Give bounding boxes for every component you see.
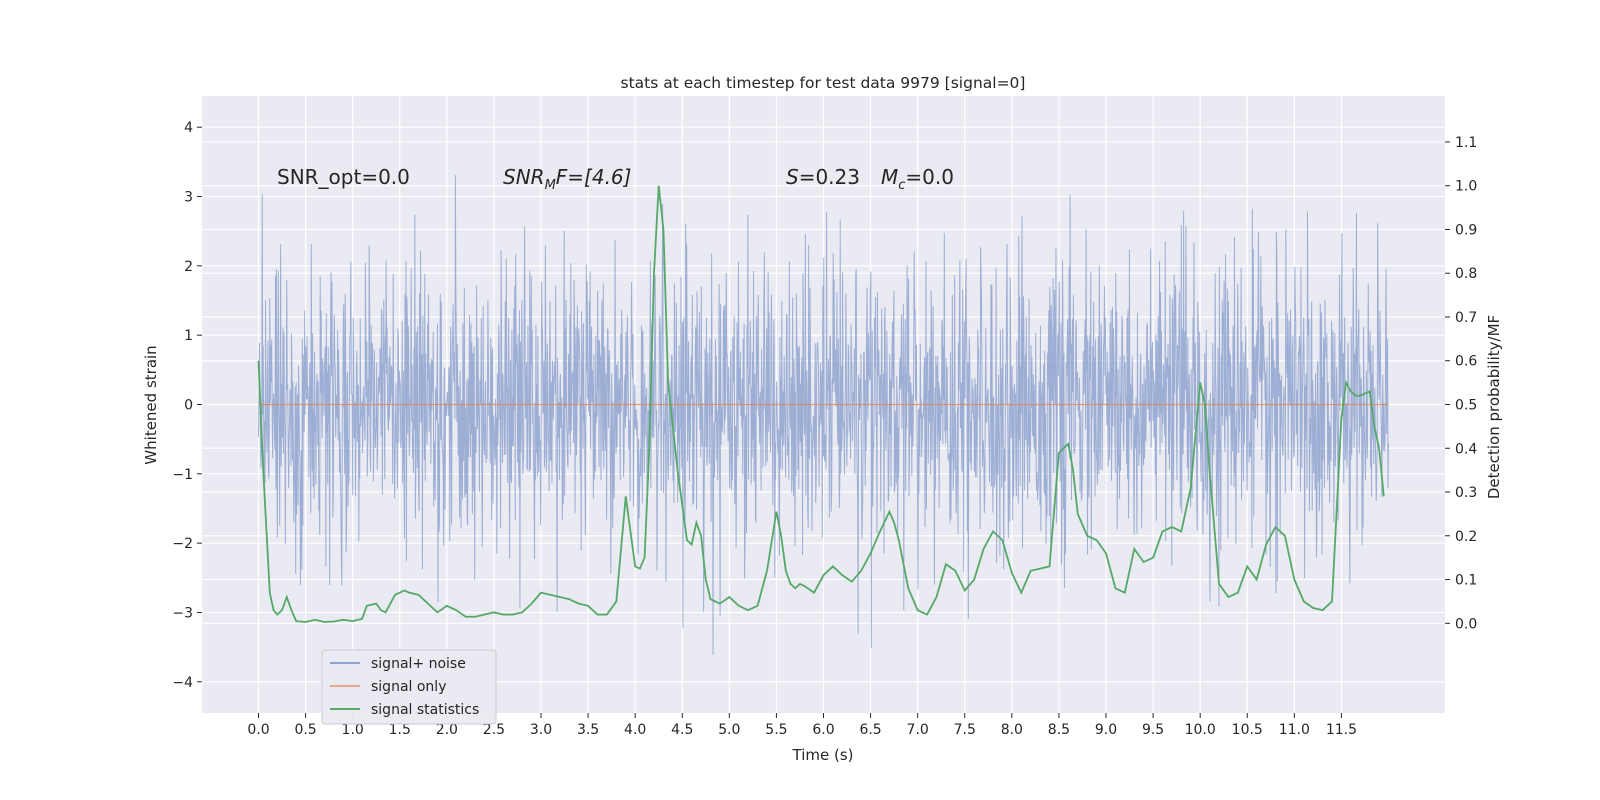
x-tick-label: 5.5 <box>765 722 787 738</box>
x-tick-label: 3.5 <box>577 722 599 738</box>
y-right-tick-label: 1.0 <box>1455 179 1477 195</box>
x-tick-label: 7.5 <box>954 722 976 738</box>
y-right-tick-label: 0.3 <box>1455 485 1477 501</box>
x-tick-label: 6.0 <box>812 722 834 738</box>
y-tick-label: 1 <box>184 328 193 344</box>
y-right-tick-label: 0.4 <box>1455 441 1477 457</box>
x-tick-label: 1.5 <box>389 722 411 738</box>
y-right-tick-label: 1.1 <box>1455 135 1477 151</box>
legend: signal+ noise signal only signal statist… <box>321 649 497 725</box>
y-right-tick-label: 0.8 <box>1455 266 1477 282</box>
x-axis-label: Time (s) <box>792 746 854 764</box>
x-tick-label: 0.5 <box>294 722 316 738</box>
y-right-tick-label: 0.1 <box>1455 573 1477 589</box>
x-tick-label: 0.0 <box>247 722 269 738</box>
x-tick-label: 2.5 <box>483 722 505 738</box>
x-tick-label: 7.0 <box>907 722 929 738</box>
y-axis-ticks: −4 −3 −2 −1 0 1 2 3 4 <box>172 120 202 691</box>
y-right-tick-label: 0.5 <box>1455 398 1477 414</box>
legend-label-signal-noise: signal+ noise <box>371 656 466 672</box>
x-tick-label: 11.0 <box>1279 722 1310 738</box>
series-signal-statistics <box>257 185 1385 623</box>
y-right-tick-label: 0.7 <box>1455 310 1477 326</box>
x-tick-label: 8.5 <box>1048 722 1070 738</box>
legend-label-signal-only: signal only <box>371 679 446 695</box>
annotation-snr-mf: SNRMF=[4.6] <box>503 165 631 193</box>
legend-box <box>321 649 497 725</box>
annotation-s: S=0.23 <box>786 165 860 189</box>
x-tick-label: 1.0 <box>342 722 364 738</box>
x-tick-label: 9.5 <box>1142 722 1164 738</box>
y-tick-label: −4 <box>172 675 193 691</box>
signal-statistics-line <box>257 185 1385 623</box>
y-tick-label: −1 <box>172 467 193 483</box>
annotation-mc: Mc=0.0 <box>881 165 954 193</box>
x-tick-label: 5.0 <box>718 722 740 738</box>
y-tick-label: 3 <box>184 190 193 206</box>
y-tick-label: −2 <box>172 536 193 552</box>
y-right-axis-label: Detection probability/MF <box>1485 315 1503 499</box>
series-signal-noise <box>258 175 1389 655</box>
y-tick-label: −3 <box>172 605 193 621</box>
x-tick-label: 6.5 <box>859 722 881 738</box>
x-axis-ticks: 0.0 0.5 1.0 1.5 2.0 2.5 3.0 3.5 4.0 4.5 5.0 5.5 6.0 6… <box>247 713 1357 738</box>
annotation-snr-opt: SNR_opt=0.0 <box>277 165 410 189</box>
x-tick-label: 10.0 <box>1185 722 1216 738</box>
y-tick-label: 2 <box>184 259 193 275</box>
signal-noise-line <box>258 175 1389 655</box>
chart-title: stats at each timestep for test data 997… <box>621 74 1026 92</box>
y-right-tick-label: 0.0 <box>1455 616 1477 632</box>
x-tick-label: 2.0 <box>436 722 458 738</box>
y-right-tick-label: 0.9 <box>1455 222 1477 238</box>
legend-label-signal-statistics: signal statistics <box>371 702 479 718</box>
y-right-tick-label: 0.6 <box>1455 354 1477 370</box>
y-right-axis-ticks: 0.0 0.1 0.2 0.3 0.4 0.5 0.6 0.7 0.8 0.9 1.0 1.1 <box>1445 135 1477 632</box>
x-tick-label: 8.0 <box>1001 722 1023 738</box>
y-axis-label: Whitened strain <box>142 345 160 464</box>
y-right-tick-label: 0.2 <box>1455 529 1477 545</box>
x-tick-label: 9.0 <box>1095 722 1117 738</box>
y-tick-label: 4 <box>184 120 193 136</box>
x-tick-label: 11.5 <box>1326 722 1357 738</box>
x-tick-label: 4.5 <box>671 722 693 738</box>
x-tick-label: 3.0 <box>530 722 552 738</box>
x-tick-label: 10.5 <box>1232 722 1263 738</box>
x-tick-label: 4.0 <box>624 722 646 738</box>
y-tick-label: 0 <box>184 398 193 414</box>
